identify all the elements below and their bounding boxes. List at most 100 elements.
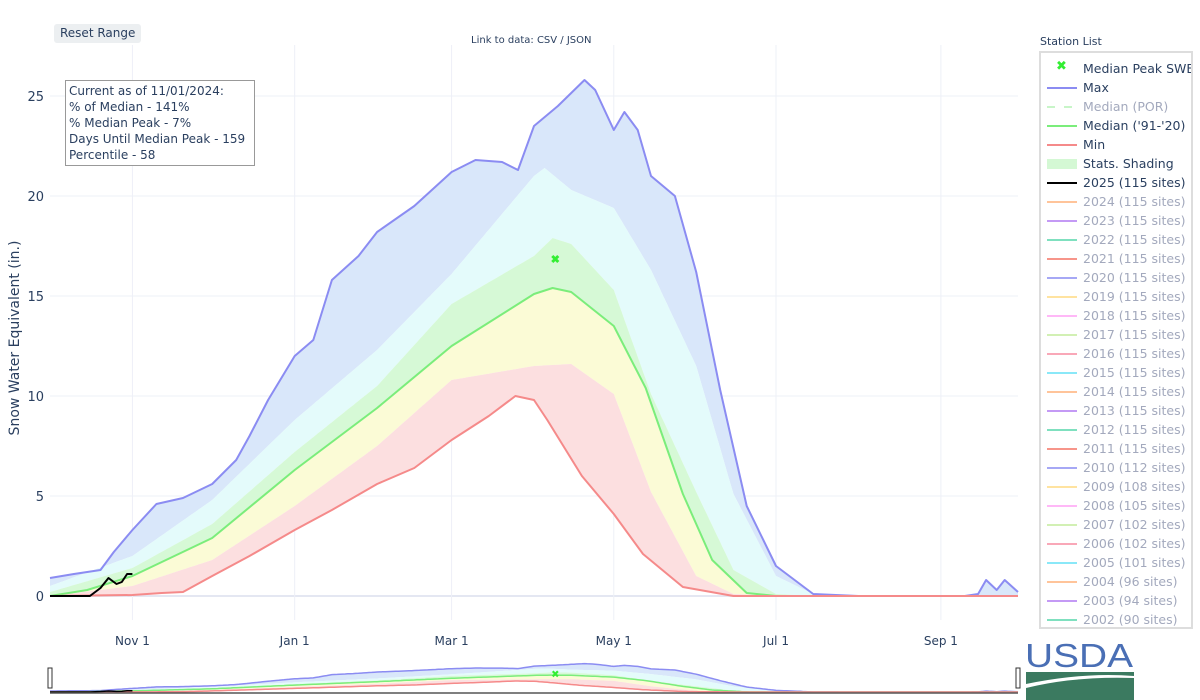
legend-label: 2019 (115 sites) (1083, 289, 1186, 304)
legend-label: 2011 (115 sites) (1083, 441, 1186, 456)
legend-item[interactable]: 2005 (101 sites) (1041, 553, 1185, 572)
line-swatch-icon (1047, 425, 1077, 435)
legend-item[interactable]: 2014 (115 sites) (1041, 382, 1185, 401)
legend-label: 2002 (90 sites) (1083, 612, 1178, 627)
line-swatch-icon (1047, 482, 1077, 492)
legend-item[interactable]: 2018 (115 sites) (1041, 306, 1185, 325)
line-swatch-icon (1047, 596, 1077, 606)
legend-item[interactable]: Median ('91-'20) (1041, 116, 1185, 135)
legend-label: Stats. Shading (1083, 156, 1174, 171)
legend-item[interactable]: 2012 (115 sites) (1041, 420, 1185, 439)
legend-item[interactable]: 2007 (102 sites) (1041, 515, 1185, 534)
legend-label: 2024 (115 sites) (1083, 194, 1186, 209)
legend-item[interactable]: 2024 (115 sites) (1041, 192, 1185, 211)
line-swatch-icon (1047, 254, 1077, 264)
legend-label: 2004 (96 sites) (1083, 574, 1178, 589)
shading-swatch-icon (1047, 158, 1077, 169)
median-peak-marker (551, 254, 560, 264)
legend-label: 2005 (101 sites) (1083, 555, 1186, 570)
legend-item[interactable]: 2004 (96 sites) (1041, 572, 1178, 591)
series-line-median-91-20- (49, 287, 1018, 597)
data-link[interactable]: Link to data: CSV / JSON (471, 35, 592, 46)
legend-item[interactable]: 2006 (102 sites) (1041, 534, 1185, 553)
legend-item[interactable]: Min (1041, 135, 1105, 154)
line-swatch-icon (1047, 387, 1077, 397)
legend-label: Median Peak SWE (1083, 61, 1193, 76)
x-tick-label: Mar 1 (435, 634, 469, 648)
reset-range-button[interactable]: Reset Range (54, 24, 142, 43)
mini-peak-marker: ✖ (551, 669, 559, 680)
legend-item[interactable]: 2011 (115 sites) (1041, 439, 1185, 458)
info-line: Current as of 11/01/2024: (69, 84, 224, 98)
legend-item[interactable]: 2019 (115 sites) (1041, 287, 1185, 306)
line-swatch-icon (1047, 539, 1077, 549)
legend-label: 2021 (115 sites) (1083, 251, 1186, 266)
current-stats-box: Current as of 11/01/2024: % of Median - … (65, 80, 255, 166)
legend-item[interactable]: 2023 (115 sites) (1041, 211, 1185, 230)
legend-item[interactable]: 2002 (90 sites) (1041, 610, 1178, 627)
legend-label: 2016 (115 sites) (1083, 346, 1186, 361)
legend-item[interactable]: 2008 (105 sites) (1041, 496, 1185, 515)
range-handle-right[interactable] (1015, 667, 1021, 689)
legend-label: 2023 (115 sites) (1083, 213, 1186, 228)
legend-label: 2014 (115 sites) (1083, 384, 1186, 399)
legend-item[interactable]: 2016 (115 sites) (1041, 344, 1185, 363)
legend-item[interactable]: 2009 (108 sites) (1041, 477, 1185, 496)
legend-item[interactable]: 2003 (94 sites) (1041, 591, 1178, 610)
range-handle-left[interactable] (47, 667, 53, 689)
legend-item[interactable]: 2025 (115 sites) (1041, 173, 1185, 192)
legend-label: 2010 (112 sites) (1083, 460, 1186, 475)
legend[interactable]: ✖ Median Peak SWE Max Median (POR) Median ('… (1039, 51, 1193, 629)
legend-item[interactable]: 2013 (115 sites) (1041, 401, 1185, 420)
line-swatch-icon (1047, 121, 1077, 131)
legend-label: 2017 (115 sites) (1083, 327, 1186, 342)
line-swatch-icon (1047, 330, 1077, 340)
legend-item[interactable]: 2020 (115 sites) (1041, 268, 1185, 287)
y-tick-label: 0 (36, 590, 44, 605)
legend-label: 2006 (102 sites) (1083, 536, 1186, 551)
swe-chart[interactable]: 0 5 10 15 20 25 Nov 1 Jan 1 Mar 1 May 1 Jul 1 Sep 1… (0, 0, 1030, 700)
legend-item[interactable]: Stats. Shading (1041, 154, 1174, 173)
legend-item[interactable]: Median (POR) (1041, 97, 1168, 116)
mini-line-current (50, 690, 133, 693)
legend-item[interactable]: 2015 (115 sites) (1041, 363, 1185, 382)
mini-band-median-p30 (50, 675, 1018, 692)
info-line: % Median Peak - 7% (69, 116, 192, 130)
legend-item[interactable]: 2022 (115 sites) (1041, 230, 1185, 249)
line-swatch-icon (1047, 140, 1077, 150)
legend-label: 2007 (102 sites) (1083, 517, 1186, 532)
band-max-p90 (50, 80, 1018, 596)
line-swatch-icon (1047, 520, 1077, 530)
legend-label: Min (1083, 137, 1106, 152)
legend-item[interactable]: 2021 (115 sites) (1041, 249, 1185, 268)
y-tick-label: 25 (27, 90, 44, 105)
series-line-2025-115-sites- (50, 573, 133, 597)
line-swatch-icon (1047, 444, 1077, 454)
line-swatch-icon (1047, 406, 1077, 416)
series-line-min (49, 395, 1018, 597)
legend-label: 2003 (94 sites) (1083, 593, 1178, 608)
legend-label: 2015 (115 sites) (1083, 365, 1186, 380)
legend-title: Station List (1040, 35, 1102, 48)
series-lines (49, 79, 1019, 597)
legend-label: 2008 (105 sites) (1083, 498, 1186, 513)
line-swatch-icon (1047, 463, 1077, 473)
line-swatch-icon (1047, 368, 1077, 378)
legend-item[interactable]: ✖ Median Peak SWE (1041, 59, 1193, 78)
legend-item[interactable]: 2017 (115 sites) (1041, 325, 1185, 344)
y-tick-label: 15 (27, 290, 44, 305)
legend-label: 2009 (108 sites) (1083, 479, 1186, 494)
dashed-line-icon (1047, 102, 1077, 112)
line-swatch-icon (1047, 501, 1077, 511)
band-p90-p70 (50, 168, 1018, 596)
info-line: Percentile - 58 (69, 148, 156, 162)
x-tick-label: Jul 1 (762, 634, 789, 648)
legend-label: 2025 (115 sites) (1083, 175, 1186, 190)
line-swatch-icon (1047, 558, 1077, 568)
band-p70-median (50, 238, 1018, 596)
usda-logo: USDA (1025, 640, 1134, 700)
legend-item[interactable]: Max (1041, 78, 1109, 97)
line-swatch-icon (1047, 83, 1077, 93)
legend-label: Max (1083, 80, 1109, 95)
legend-item[interactable]: 2010 (112 sites) (1041, 458, 1185, 477)
